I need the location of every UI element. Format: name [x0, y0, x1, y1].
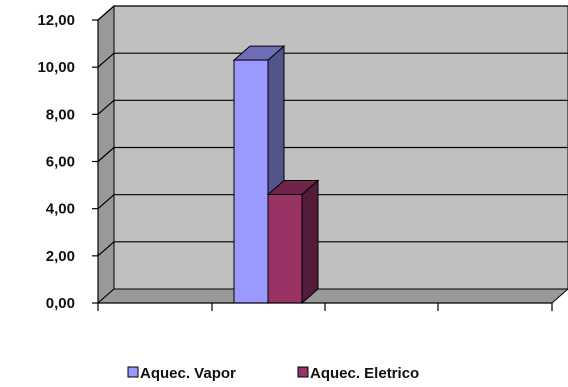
y-tick-label: 2,00	[46, 248, 75, 265]
gridline	[97, 241, 568, 257]
y-tick-label: 4,00	[46, 201, 75, 218]
y-tick-label: 6,00	[46, 154, 75, 171]
legend-swatch	[127, 366, 139, 378]
y-tick-labels: 0,00 2,00 4,00 6,00 8,00 10,00 12,00	[37, 12, 75, 312]
gridline	[97, 194, 568, 210]
bars	[232, 44, 320, 305]
legend-label: Aquec. Vapor	[140, 365, 236, 382]
gridline	[97, 99, 568, 115]
gridline	[97, 146, 568, 162]
gridlines	[97, 5, 568, 257]
legend-swatch	[297, 366, 309, 378]
axes	[92, 19, 553, 311]
gridline	[97, 5, 568, 21]
bar-front	[267, 194, 303, 304]
bar-front	[233, 59, 269, 304]
y-tick-label: 0,00	[46, 295, 75, 312]
bar-side	[301, 179, 319, 305]
chart-walls	[96, 4, 568, 305]
y-tick-label: 12,00	[37, 12, 75, 29]
gridline	[97, 52, 568, 68]
y-tick-label: 10,00	[37, 59, 75, 76]
legend: Aquec. Vapor Aquec. Eletrico	[127, 365, 419, 382]
bar-aquec-eletrico	[266, 179, 320, 305]
floor	[96, 288, 568, 304]
y-tick-label: 8,00	[46, 106, 75, 123]
legend-label: Aquec. Eletrico	[310, 365, 419, 382]
